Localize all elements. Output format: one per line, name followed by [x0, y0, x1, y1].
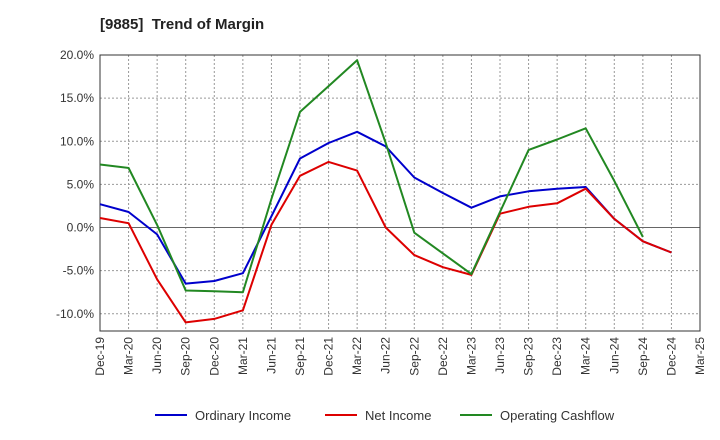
- y-tick-label: 5.0%: [67, 177, 95, 191]
- series-line-net-income: [99, 160, 672, 324]
- legend-label: Operating Cashflow: [500, 408, 615, 423]
- x-tick-label: Dec-21: [322, 337, 336, 376]
- x-tick-label: Jun-21: [264, 337, 278, 374]
- x-tick-label: Mar-20: [122, 337, 136, 375]
- x-tick-label: Jun-23: [493, 337, 507, 374]
- x-tick-labels: Dec-19 Mar-20 Jun-20 Sep-20 Dec-20 Mar-21 Jun-…: [93, 337, 707, 376]
- x-tick-label: Dec-23: [550, 337, 564, 376]
- y-tick-label: 10.0%: [60, 134, 94, 148]
- x-tick-label: Mar-21: [236, 337, 250, 375]
- y-tick-label: 15.0%: [60, 91, 94, 105]
- x-tick-label: Sep-22: [407, 337, 421, 376]
- y-tick-label: 20.0%: [60, 48, 94, 62]
- legend-label: Ordinary Income: [195, 408, 291, 423]
- series-line-ordinary-income: [99, 130, 672, 285]
- series-lines: [99, 59, 672, 324]
- x-tick-label: Dec-24: [664, 337, 678, 376]
- chart-title: [9885] Trend of Margin: [100, 16, 265, 33]
- x-tick-label: Mar-25: [693, 337, 707, 375]
- x-tick-label: Dec-22: [436, 337, 450, 376]
- series-line-operating-cashflow: [99, 59, 644, 294]
- x-tick-label: Dec-19: [93, 337, 107, 376]
- x-tick-label: Sep-23: [522, 337, 536, 376]
- legend-label: Net Income: [365, 408, 431, 423]
- plot-border: [99, 54, 701, 332]
- x-tick-label: Sep-21: [293, 337, 307, 376]
- x-tick-label: Dec-20: [207, 337, 221, 376]
- y-tick-label: -10.0%: [56, 307, 94, 321]
- y-tick-label: 0.0%: [67, 221, 95, 235]
- y-tick-labels: 20.0% 15.0% 10.0% 5.0% 0.0% -5.0% -10.0%: [56, 48, 94, 321]
- plot-background: [100, 55, 700, 331]
- x-tick-label: Mar-22: [350, 337, 364, 375]
- x-tick-label: Jun-22: [379, 337, 393, 374]
- x-tick-label: Mar-24: [579, 337, 593, 375]
- x-tick-label: Jun-24: [607, 337, 621, 374]
- legend: Ordinary Income Net Income Operating Cashf…: [155, 408, 615, 423]
- x-tick-label: Sep-24: [636, 337, 650, 376]
- x-tick-label: Sep-20: [179, 337, 193, 376]
- x-tick-label: Mar-23: [464, 337, 478, 375]
- axes: [99, 54, 701, 332]
- x-tick-label: Jun-20: [150, 337, 164, 374]
- y-tick-label: -5.0%: [63, 264, 95, 278]
